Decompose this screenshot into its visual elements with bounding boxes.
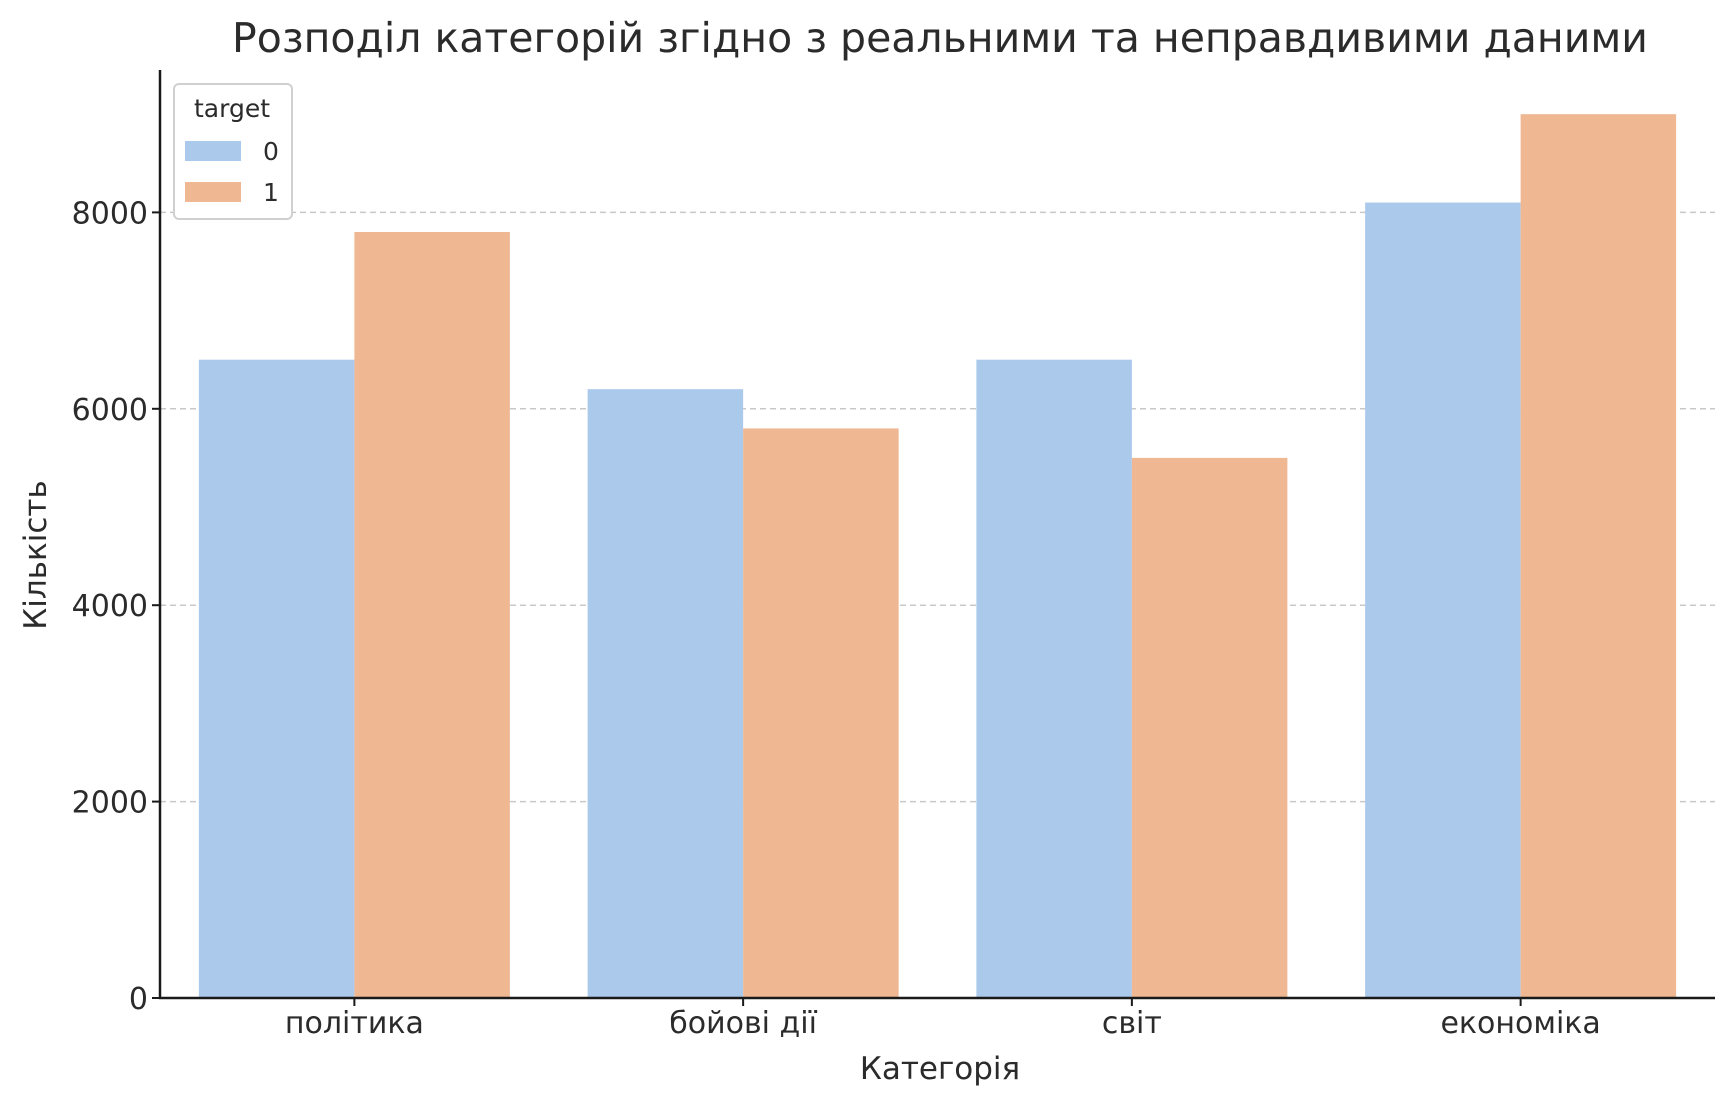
x-tick-label: світ (1102, 1006, 1162, 1041)
chart-title: Розподіл категорій згідно з реальними та… (232, 14, 1648, 62)
legend-swatch-series-1 (185, 182, 241, 202)
bar-series-0-3 (976, 359, 1132, 998)
y-tick-label: 8000 (72, 196, 148, 231)
bar-series-1-1 (354, 232, 510, 999)
x-tick-label: бойові дії (669, 1006, 817, 1041)
y-tick-label: 6000 (72, 393, 148, 428)
bar-series-1-2 (743, 428, 899, 999)
y-tick-label: 4000 (72, 589, 148, 624)
y-tick-label: 2000 (72, 786, 148, 821)
bar-series-0-2 (587, 389, 744, 998)
legend-title: target (194, 94, 270, 123)
x-tick-label: економіка (1440, 1006, 1600, 1041)
y-axis-label: Кількість (18, 480, 54, 629)
bar-series-0-4 (1365, 202, 1521, 999)
bars (198, 114, 1677, 999)
legend-swatch-series-0 (185, 141, 241, 161)
x-axis-label: Категорія (860, 1051, 1020, 1087)
bar-series-1-4 (1520, 114, 1677, 998)
legend: target 0 1 (173, 83, 293, 220)
y-tick-label: 0 (129, 982, 148, 1017)
bar-series-1-3 (1131, 457, 1288, 998)
axes: 0 2000 4000 6000 8000 політика бойові дії світ е… (72, 70, 1715, 1041)
bar-series-0-1 (198, 359, 355, 998)
legend-label-series-0: 0 (263, 137, 279, 166)
legend-label-series-1: 1 (263, 178, 279, 207)
x-tick-label: політика (285, 1006, 424, 1041)
